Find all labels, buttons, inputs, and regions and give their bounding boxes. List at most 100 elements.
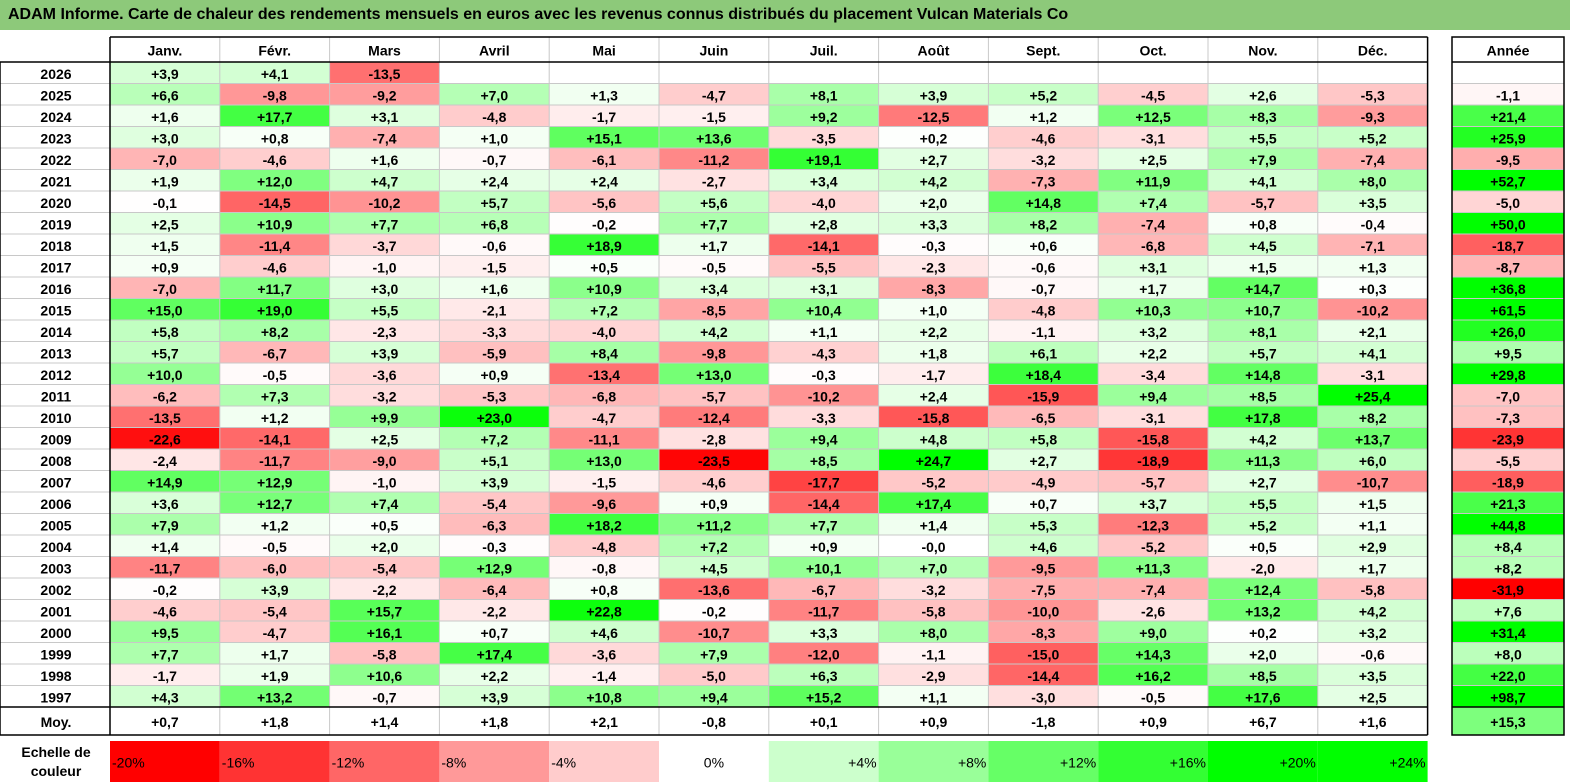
cell-value: -0,1 [153,195,177,211]
heatmap-cell [549,234,659,256]
heatmap-cell [549,212,659,234]
heatmap-cell [219,62,330,84]
cell-value: -12,0 [808,646,840,662]
cell-value: -12,4 [698,410,730,426]
row-year-label: 2025 [40,87,71,103]
heatmap-cell [219,169,330,191]
cell-value: -5,7 [1141,474,1165,490]
heatmap-cell [549,363,659,385]
cell-value: +1,1 [810,324,838,340]
annual-value: +61,5 [1490,302,1526,318]
annual-value: -5,0 [1496,195,1520,211]
scale-swatch [1098,741,1208,782]
cell-value: +2,7 [920,152,948,168]
cell-value: +24,7 [916,453,952,469]
heatmap-cell [439,685,550,707]
heatmap-cell [1317,513,1428,535]
heatmap-cell [110,105,220,127]
cell-value: +6,3 [810,668,838,684]
cell-value: -3,7 [372,238,396,254]
heatmap-cell [768,191,879,213]
cell-value: -0,5 [1141,689,1165,705]
heatmap-cell [219,83,330,105]
heatmap-cell [659,642,769,664]
cell-value: -5,4 [482,496,506,512]
cell-value: +4,6 [590,625,618,641]
heatmap-cell [988,191,1099,213]
scale-label: 0% [704,755,724,771]
cell-value: +12,4 [1245,582,1281,598]
row-year-label: 2016 [40,281,71,297]
heatmap-cell [549,191,659,213]
average-value: +0,9 [920,714,948,730]
heatmap-cell [110,492,220,514]
heatmap-cell [1098,105,1208,127]
heatmap-cell [659,513,769,535]
cell-value: +10,9 [257,216,293,232]
heatmap-cell [329,513,440,535]
cell-value: +11,3 [1136,560,1171,576]
heatmap-cell [878,384,989,406]
cell-value: -10,2 [1357,302,1389,318]
heatmap-cell [988,320,1099,342]
cell-value: +7,9 [1249,152,1277,168]
cell-value: +2,7 [1029,453,1057,469]
cell-value: +1,3 [590,87,618,103]
cell-value: +3,0 [371,281,399,297]
average-value: +1,8 [480,714,508,730]
cell-value: -0,2 [592,216,616,232]
heatmap-cell [549,685,659,707]
heatmap-cell [439,427,550,449]
heatmap-cell [988,492,1099,514]
column-header: Avril [479,43,510,59]
heatmap-cell [439,83,550,105]
scale-label: +8% [958,755,986,771]
cell-value: -8,3 [921,281,945,297]
heatmap-cell [1317,406,1428,428]
cell-value: +3,3 [810,625,838,641]
heatmap-cell [768,363,879,385]
column-header: Oct. [1139,43,1166,59]
heatmap-cell [219,277,330,299]
cell-value: -9,8 [263,87,287,103]
cell-value: +7,0 [920,560,948,576]
cell-value: -10,7 [1357,474,1389,490]
heatmap-cell [439,105,550,127]
heatmap-cell [1098,492,1208,514]
heatmap-cell [110,191,220,213]
heatmap-cell [1208,492,1318,514]
cell-value: -5,5 [812,259,836,275]
heatmap-cell [1208,384,1318,406]
row-year-label: 1999 [40,646,71,662]
heatmap-cell [878,126,989,148]
cell-value: -13,5 [369,66,401,82]
row-year-label: 2006 [40,496,71,512]
row-year-label: 2014 [40,324,71,340]
annual-cell [1452,664,1564,686]
heatmap-cell [1317,148,1428,170]
annual-cell [1452,449,1564,471]
heatmap-cell [1098,126,1208,148]
cell-value: +0,8 [590,582,618,598]
heatmap-cell [988,642,1099,664]
heatmap-cell [549,621,659,643]
average-value: +1,4 [371,714,399,730]
heatmap-cell [659,234,769,256]
heatmap-cell [1098,535,1208,557]
column-header: Mai [592,43,615,59]
cell-value: +1,6 [151,109,179,125]
cell-value: -18,9 [1137,453,1169,469]
heatmap-cell [1208,126,1318,148]
cell-value: +3,7 [1139,496,1167,512]
heatmap-cell [659,105,769,127]
cell-value: +9,5 [151,625,179,641]
cell-value: +3,4 [810,173,838,189]
heatmap-cell [878,298,989,320]
heatmap-cell [1098,191,1208,213]
cell-value: +10,1 [806,560,842,576]
cell-value: +2,0 [920,195,948,211]
heatmap-cell [1208,664,1318,686]
cell-value: +1,7 [1359,560,1387,576]
annual-cell [1452,492,1564,514]
